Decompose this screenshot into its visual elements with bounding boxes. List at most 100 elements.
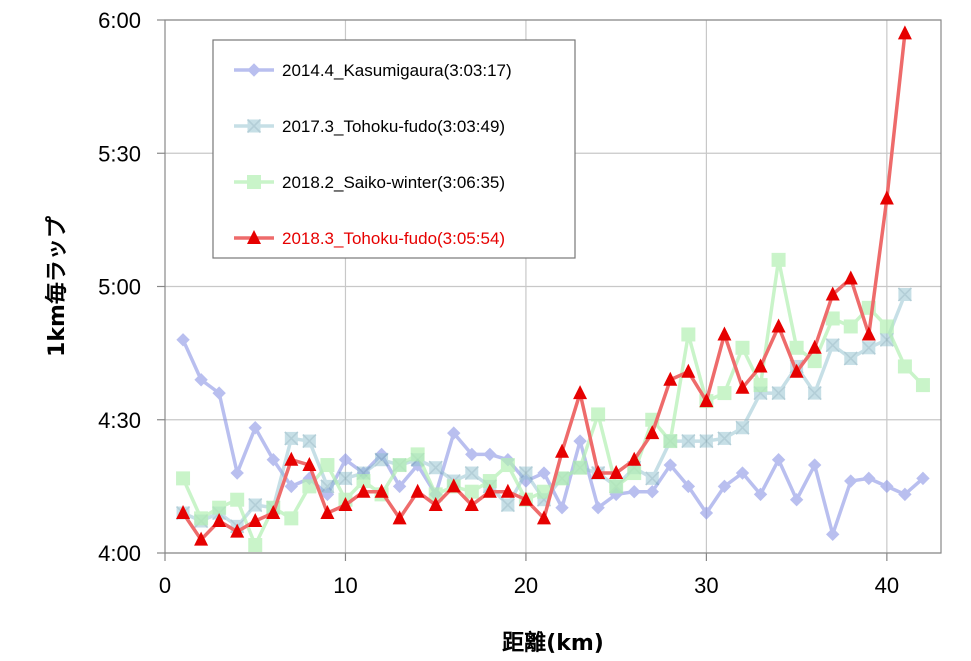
data-point xyxy=(464,484,479,499)
legend-swatch xyxy=(234,63,274,77)
data-point xyxy=(573,434,587,448)
data-point xyxy=(897,287,912,302)
data-point xyxy=(753,358,768,373)
data-point xyxy=(825,286,840,301)
legend-box xyxy=(212,39,576,259)
data-point xyxy=(500,483,515,498)
data-point xyxy=(500,497,515,513)
data-point xyxy=(338,497,353,512)
data-point xyxy=(681,434,696,449)
data-point xyxy=(356,474,371,489)
data-point xyxy=(464,465,479,481)
data-point xyxy=(482,474,497,489)
x-axis-ticks: 0 10 20 30 40 xyxy=(159,553,899,598)
data-point xyxy=(302,457,317,472)
data-point xyxy=(447,426,461,440)
data-point xyxy=(645,425,660,440)
data-point xyxy=(627,466,642,481)
legend-item: 2017.3_Tohoku-fudo(3:03:49) xyxy=(234,117,505,136)
data-point xyxy=(663,458,678,472)
data-point xyxy=(879,190,894,205)
data-point xyxy=(194,511,209,526)
legend-marker xyxy=(247,63,261,77)
data-point xyxy=(248,497,263,513)
data-point xyxy=(807,458,822,472)
data-point xyxy=(681,363,696,378)
data-point xyxy=(555,500,569,515)
data-point xyxy=(573,385,588,400)
data-point xyxy=(284,479,299,494)
data-point xyxy=(753,487,768,502)
data-point xyxy=(230,523,245,538)
data-point xyxy=(555,471,570,486)
data-point xyxy=(392,479,407,494)
data-point xyxy=(699,393,714,408)
data-point xyxy=(500,458,515,473)
data-point xyxy=(735,340,750,355)
data-point xyxy=(771,386,786,401)
data-point xyxy=(374,452,389,467)
y-tick-label: 6:00 xyxy=(98,8,141,33)
data-point xyxy=(537,466,551,480)
legend-swatch xyxy=(234,118,274,134)
legend-item: 2014.4_Kasumigaura(3:03:17) xyxy=(234,61,512,80)
data-point xyxy=(807,354,822,369)
x-tick-label: 30 xyxy=(694,573,718,598)
legend-label: 2018.3_Tohoku-fudo(3:05:54) xyxy=(282,229,505,248)
data-point xyxy=(862,471,876,486)
legend-item: 2018.3_Tohoku-fudo(3:05:54) xyxy=(234,229,505,248)
data-point xyxy=(627,484,641,499)
legend-marker xyxy=(246,118,262,134)
data-point xyxy=(428,460,443,475)
data-point xyxy=(861,326,876,341)
data-point xyxy=(176,505,191,520)
data-point xyxy=(248,538,263,553)
legend-label: 2014.4_Kasumigaura(3:03:17) xyxy=(282,61,512,80)
series-line xyxy=(181,258,925,547)
data-point xyxy=(717,326,732,341)
data-point xyxy=(555,443,570,458)
data-point xyxy=(428,487,443,502)
series-layer xyxy=(175,25,930,553)
data-point xyxy=(230,492,245,507)
data-point xyxy=(248,421,262,435)
data-point xyxy=(302,479,317,494)
x-tick-label: 20 xyxy=(514,573,538,598)
data-point xyxy=(681,479,696,494)
y-tick-label: 4:30 xyxy=(98,408,141,433)
data-point xyxy=(284,431,299,446)
data-point xyxy=(176,333,190,347)
legend-marker xyxy=(247,230,261,244)
data-point xyxy=(194,373,208,387)
data-point xyxy=(916,471,930,486)
data-point xyxy=(428,497,443,512)
data-point xyxy=(771,453,786,467)
data-point xyxy=(826,527,840,542)
data-point xyxy=(861,340,876,355)
legend-marker xyxy=(247,175,261,189)
data-point xyxy=(879,319,894,334)
data-point xyxy=(609,465,624,480)
data-point xyxy=(536,510,551,525)
data-point xyxy=(825,338,840,353)
x-tick-label: 40 xyxy=(875,573,899,598)
data-point xyxy=(338,471,353,486)
data-point xyxy=(212,500,227,515)
x-tick-label: 0 xyxy=(159,573,171,598)
data-point xyxy=(320,505,335,520)
data-point xyxy=(681,327,696,342)
data-point xyxy=(536,484,551,499)
legend: 2014.4_Kasumigaura(3:03:17) 2017.3_Tohoku… xyxy=(212,39,576,259)
x-axis-title: 距離(km) xyxy=(502,630,604,656)
data-point xyxy=(807,339,822,354)
data-point xyxy=(771,318,786,333)
data-point xyxy=(735,420,750,435)
data-point xyxy=(789,363,804,378)
data-point xyxy=(663,371,678,386)
data-point xyxy=(320,479,335,494)
data-point xyxy=(843,270,858,285)
data-point xyxy=(699,434,714,449)
data-point xyxy=(482,483,497,498)
data-point xyxy=(735,466,750,480)
